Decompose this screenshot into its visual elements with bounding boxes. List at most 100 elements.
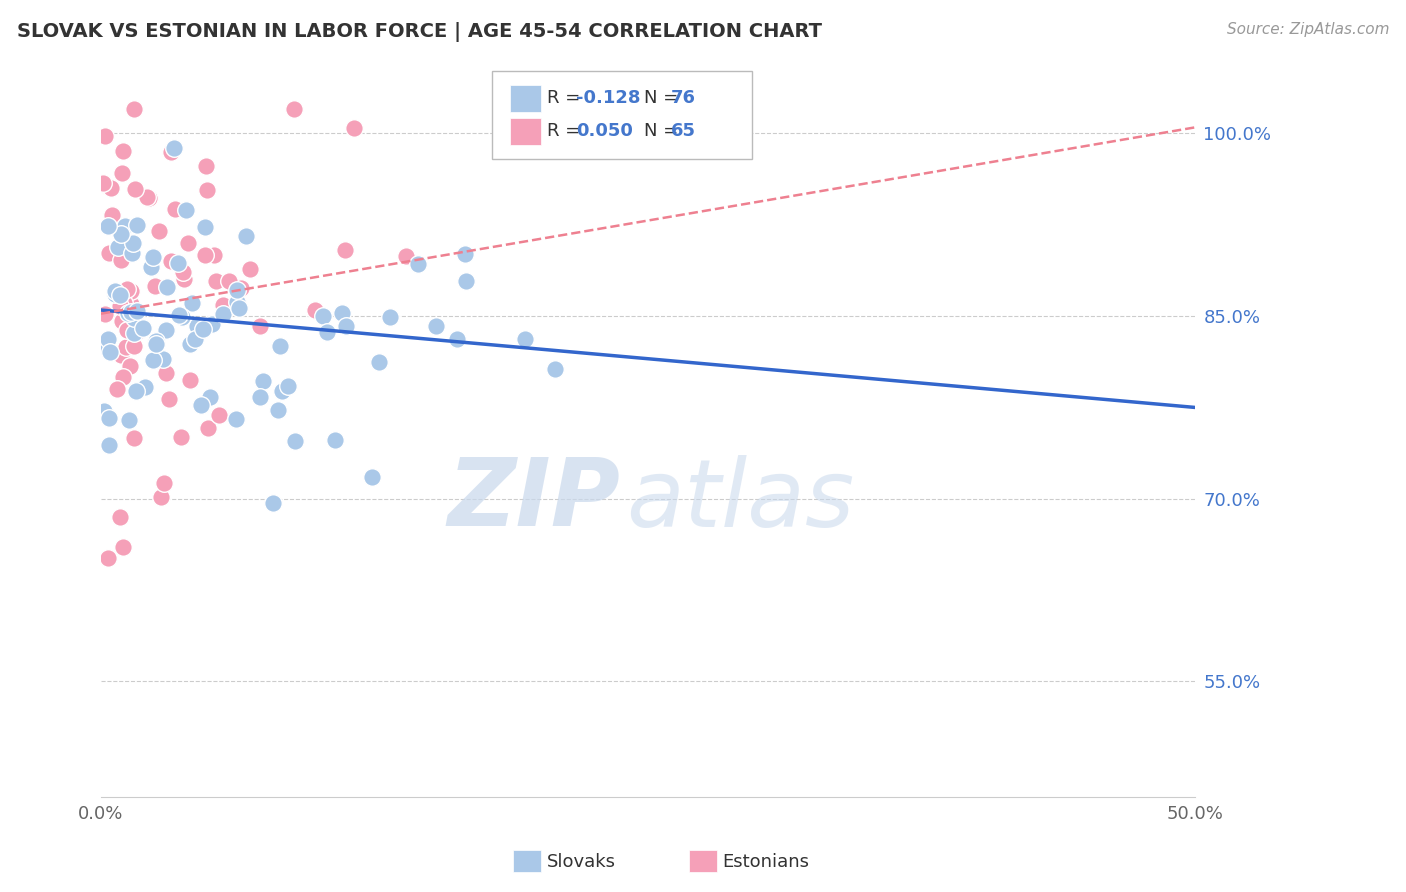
Point xyxy=(97,219,120,233)
Text: SLOVAK VS ESTONIAN IN LABOR FORCE | AGE 45-54 CORRELATION CHART: SLOVAK VS ESTONIAN IN LABOR FORCE | AGE … xyxy=(17,22,823,42)
Point xyxy=(93,404,115,418)
Point xyxy=(277,379,299,393)
Point xyxy=(166,256,188,270)
Point xyxy=(201,317,224,331)
Point xyxy=(142,250,165,264)
Text: -0.128: -0.128 xyxy=(576,89,641,107)
Text: R =: R = xyxy=(547,122,586,140)
Point xyxy=(197,421,219,435)
Point xyxy=(142,353,165,368)
Point xyxy=(127,324,149,338)
Point xyxy=(127,304,149,318)
Point xyxy=(97,550,120,565)
Point xyxy=(226,294,249,309)
Text: 76: 76 xyxy=(671,89,696,107)
Point xyxy=(194,219,217,234)
Point xyxy=(122,102,145,116)
Point xyxy=(110,299,132,313)
Point xyxy=(225,412,247,426)
Point xyxy=(112,370,135,384)
Text: 0.050: 0.050 xyxy=(576,122,633,140)
Point xyxy=(122,236,145,251)
Point xyxy=(312,309,335,323)
Point xyxy=(145,336,167,351)
Point xyxy=(395,249,418,263)
Point xyxy=(100,208,122,222)
Point xyxy=(179,336,201,351)
Point xyxy=(378,310,401,324)
Point xyxy=(235,229,257,244)
Point xyxy=(160,145,183,159)
Point xyxy=(94,307,117,321)
Point xyxy=(146,349,169,363)
Point xyxy=(124,181,146,195)
Point xyxy=(120,297,142,311)
Point xyxy=(98,410,121,425)
Point xyxy=(157,392,180,406)
Text: Slovaks: Slovaks xyxy=(547,853,616,871)
Point xyxy=(172,265,194,279)
Point xyxy=(103,285,125,299)
Point xyxy=(174,202,197,217)
Point xyxy=(155,366,177,380)
Point xyxy=(266,403,288,417)
Point xyxy=(110,348,132,362)
Point xyxy=(262,496,284,510)
Point xyxy=(111,252,134,267)
Point xyxy=(110,227,132,241)
Point xyxy=(105,382,128,396)
Point xyxy=(544,361,567,376)
Point xyxy=(120,284,142,298)
Point xyxy=(186,319,208,334)
Point xyxy=(122,310,145,325)
Point xyxy=(91,177,114,191)
Text: R =: R = xyxy=(547,89,586,107)
Point xyxy=(107,240,129,254)
Point xyxy=(138,191,160,205)
Point xyxy=(446,332,468,346)
Point xyxy=(148,224,170,238)
Point xyxy=(367,355,389,369)
Point xyxy=(108,288,131,302)
Point xyxy=(284,434,307,449)
Point xyxy=(114,219,136,233)
Point xyxy=(117,306,139,320)
Point xyxy=(194,247,217,261)
Point xyxy=(149,490,172,504)
Point xyxy=(152,351,174,366)
Point xyxy=(139,260,162,275)
Point xyxy=(91,338,114,352)
Point xyxy=(193,321,215,335)
Text: Source: ZipAtlas.com: Source: ZipAtlas.com xyxy=(1226,22,1389,37)
Point xyxy=(135,190,157,204)
Point xyxy=(454,247,477,261)
Point xyxy=(252,375,274,389)
Point xyxy=(343,121,366,136)
Point xyxy=(125,384,148,399)
Point xyxy=(165,202,187,216)
Point xyxy=(225,283,247,297)
Point xyxy=(97,332,120,346)
Point xyxy=(117,323,139,337)
Point xyxy=(212,307,235,321)
Point xyxy=(228,301,250,315)
Text: atlas: atlas xyxy=(626,455,855,546)
Point xyxy=(120,359,142,373)
Point xyxy=(122,431,145,445)
Point xyxy=(112,295,135,310)
Point xyxy=(179,373,201,387)
Point xyxy=(361,470,384,484)
Point xyxy=(454,274,477,288)
Point xyxy=(202,248,225,262)
Point xyxy=(156,280,179,294)
Point xyxy=(145,334,167,349)
Point xyxy=(195,159,218,173)
Point xyxy=(330,306,353,320)
Point xyxy=(249,390,271,404)
Point xyxy=(114,340,136,354)
Point xyxy=(183,332,205,346)
Point xyxy=(104,286,127,301)
Point xyxy=(108,509,131,524)
Point xyxy=(335,319,357,334)
Text: 65: 65 xyxy=(671,122,696,140)
